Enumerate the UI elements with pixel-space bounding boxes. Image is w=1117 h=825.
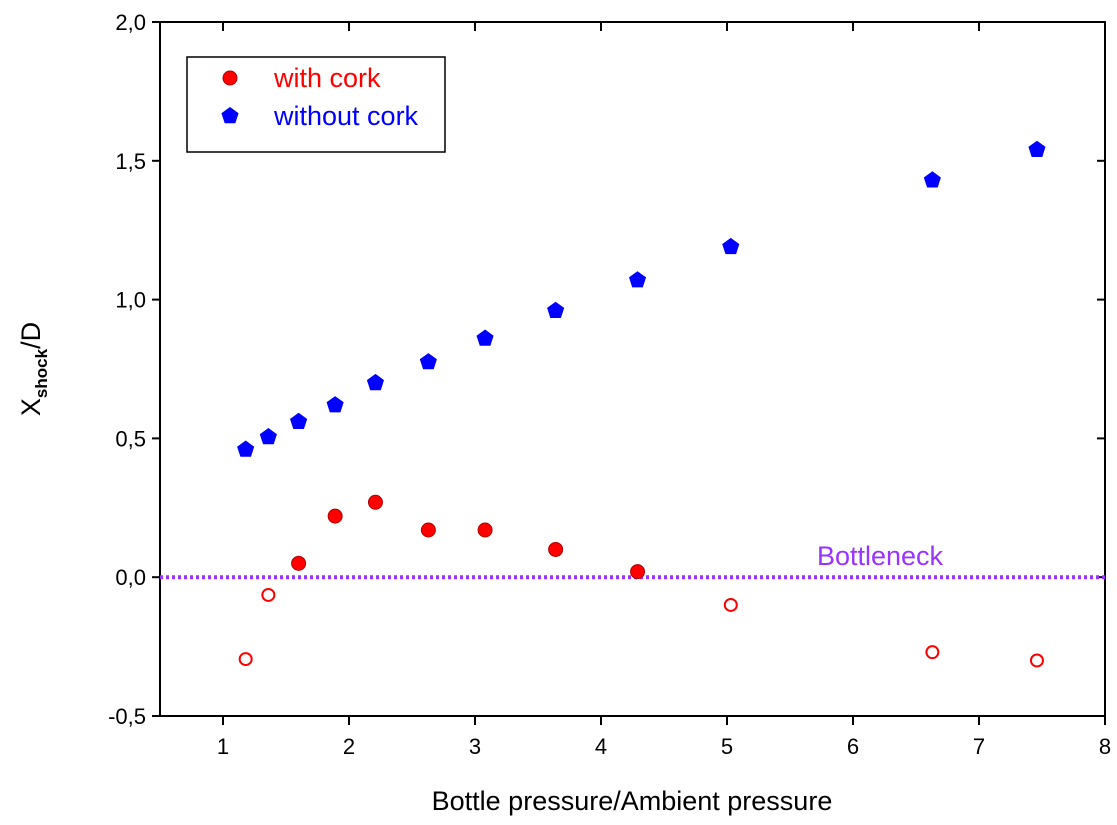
y-axis-label: Xshock/D [16, 322, 51, 416]
point [327, 508, 343, 524]
point [1028, 140, 1046, 157]
point [366, 373, 384, 391]
legend-label: with cork [273, 63, 381, 93]
legend-marker [222, 70, 238, 86]
point [723, 597, 738, 612]
y-tick-label: -0,5 [108, 704, 146, 729]
point [420, 522, 436, 538]
y-label-sub: shock [32, 348, 51, 398]
x-tick-label: 7 [973, 734, 985, 759]
x-tick-label: 6 [847, 734, 859, 759]
point [548, 541, 564, 557]
x-tick-label: 5 [721, 734, 733, 759]
point [630, 564, 646, 580]
x-tick-label: 2 [343, 734, 355, 759]
point [925, 645, 940, 660]
point [1029, 653, 1044, 668]
point [326, 396, 344, 413]
point [476, 329, 494, 346]
point [722, 237, 740, 255]
y-tick-label: 1,5 [115, 149, 146, 174]
point [261, 587, 276, 602]
y-label-tail: /D [16, 322, 46, 349]
reference-label: Bottleneck [817, 541, 944, 571]
point [259, 428, 277, 445]
legend: with cork without cork [186, 56, 446, 153]
point [238, 652, 253, 667]
point [291, 555, 307, 571]
plot-frame [159, 21, 1106, 717]
point [419, 353, 437, 370]
point [629, 271, 647, 288]
point [547, 301, 565, 318]
point [290, 412, 308, 429]
y-tick-label: 1,0 [115, 288, 146, 313]
y-label-main: X [16, 398, 46, 416]
x-axis-label: Bottle pressure/Ambient pressure [432, 786, 833, 816]
y-tick-label: 0,5 [115, 426, 146, 451]
x-tick-label: 1 [217, 734, 229, 759]
point [923, 171, 941, 188]
x-tick-label: 3 [469, 734, 481, 759]
legend-marker [221, 107, 239, 124]
y-tick-label: 2,0 [115, 10, 146, 35]
point [477, 522, 493, 538]
y-tick-label: 0,0 [115, 565, 146, 590]
point [237, 440, 255, 457]
legend-label: without cork [273, 101, 419, 131]
point [367, 494, 383, 510]
x-tick-label: 4 [595, 734, 607, 759]
x-tick-label: 8 [1099, 734, 1111, 759]
